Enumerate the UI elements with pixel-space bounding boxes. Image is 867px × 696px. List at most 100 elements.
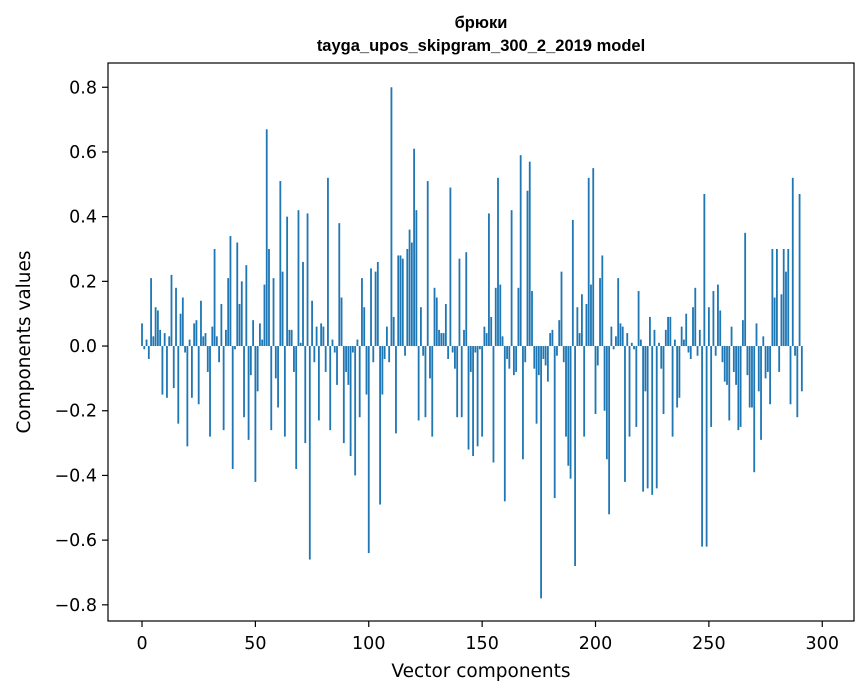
bar-198 (590, 284, 592, 347)
bar-229 (660, 346, 663, 369)
bar-222 (644, 346, 647, 392)
bar-66 (290, 329, 293, 347)
bar-162 (508, 346, 511, 369)
bar-123 (420, 307, 422, 347)
bar-56 (268, 249, 270, 347)
bar-237 (678, 346, 681, 398)
bar-246 (698, 329, 701, 347)
bar-2 (145, 339, 148, 347)
bar-55 (265, 129, 268, 347)
bar-270 (753, 346, 756, 473)
bar-287 (791, 177, 794, 347)
bar-45 (243, 346, 245, 418)
bar-8 (159, 329, 162, 347)
bar-178 (544, 346, 547, 366)
bar-103 (374, 271, 377, 347)
bar-76 (313, 346, 316, 363)
bar-57 (270, 346, 273, 431)
x-tick-label: 150 (465, 634, 498, 654)
bar-148 (476, 346, 479, 447)
bar-277 (769, 346, 772, 405)
bar-267 (746, 346, 749, 376)
bar-128 (431, 346, 434, 437)
bar-175 (537, 346, 540, 376)
bar-7 (156, 310, 159, 347)
bar-28 (204, 333, 207, 347)
bar-65 (288, 329, 291, 347)
bar-13 (170, 274, 173, 347)
bar-47 (247, 346, 250, 440)
bar-30 (209, 346, 211, 437)
bar-272 (757, 346, 760, 392)
bar-286 (789, 346, 792, 405)
bar-31 (211, 326, 214, 347)
bar-259 (728, 346, 731, 421)
bar-95 (356, 339, 359, 347)
bar-11 (166, 346, 168, 398)
bar-159 (501, 336, 504, 347)
bar-226 (653, 329, 656, 347)
bar-49 (252, 320, 255, 347)
bar-105 (379, 346, 381, 505)
bar-218 (635, 346, 638, 427)
bar-202 (599, 278, 601, 347)
bar-100 (367, 346, 370, 554)
bar-284 (785, 271, 787, 347)
bar-140 (458, 258, 461, 347)
bar-82 (327, 177, 329, 347)
bar-91 (347, 346, 350, 385)
bar-187 (565, 346, 567, 437)
bar-98 (363, 307, 366, 347)
bar-131 (438, 329, 440, 347)
bar-33 (215, 336, 218, 347)
bar-240 (685, 313, 688, 347)
bar-110 (390, 87, 393, 347)
bar-196 (585, 303, 588, 347)
bar-223 (646, 346, 649, 489)
x-tick-label: 50 (244, 634, 266, 654)
bar-59 (274, 346, 277, 379)
bar-221 (642, 346, 645, 492)
bar-188 (567, 346, 570, 466)
bar-63 (283, 346, 286, 437)
bar-126 (426, 181, 429, 347)
bar-37 (225, 329, 227, 347)
bar-252 (712, 291, 715, 347)
bar-216 (630, 342, 633, 347)
bar-239 (683, 339, 685, 347)
y-tick-label: 0.6 (69, 143, 97, 163)
bar-73 (306, 213, 309, 347)
bar-233 (669, 316, 672, 347)
y-axis-ticks: −0.8 −0.6 −0.4 −0.2 0.0 0.2 0.4 0.6 0.8 (55, 78, 108, 616)
bar-121 (415, 210, 418, 347)
bar-250 (707, 307, 710, 347)
bar-133 (442, 333, 445, 347)
bar-255 (719, 310, 722, 347)
bar-194 (581, 294, 583, 347)
bar-29 (206, 346, 209, 372)
bar-120 (413, 148, 416, 347)
bar-160 (503, 346, 506, 502)
bar-81 (324, 346, 327, 372)
bar-20 (186, 346, 189, 447)
bar-183 (556, 346, 558, 356)
bar-231 (664, 329, 667, 347)
bar-96 (358, 346, 361, 418)
bar-144 (467, 346, 470, 450)
bar-279 (773, 297, 776, 347)
bar-291 (800, 346, 803, 392)
bar-24 (195, 320, 198, 347)
bar-127 (429, 346, 431, 379)
bar-3 (147, 346, 150, 359)
bar-207 (610, 326, 613, 347)
bar-25 (197, 346, 200, 405)
bar-206 (608, 346, 611, 515)
bar-278 (771, 249, 774, 347)
bar-23 (193, 323, 196, 347)
x-tick-label: 300 (806, 634, 839, 654)
bar-150 (481, 346, 484, 437)
bar-17 (179, 313, 182, 347)
bar-122 (417, 346, 420, 421)
y-tick-label: −0.6 (55, 531, 98, 551)
bar-77 (315, 326, 318, 347)
